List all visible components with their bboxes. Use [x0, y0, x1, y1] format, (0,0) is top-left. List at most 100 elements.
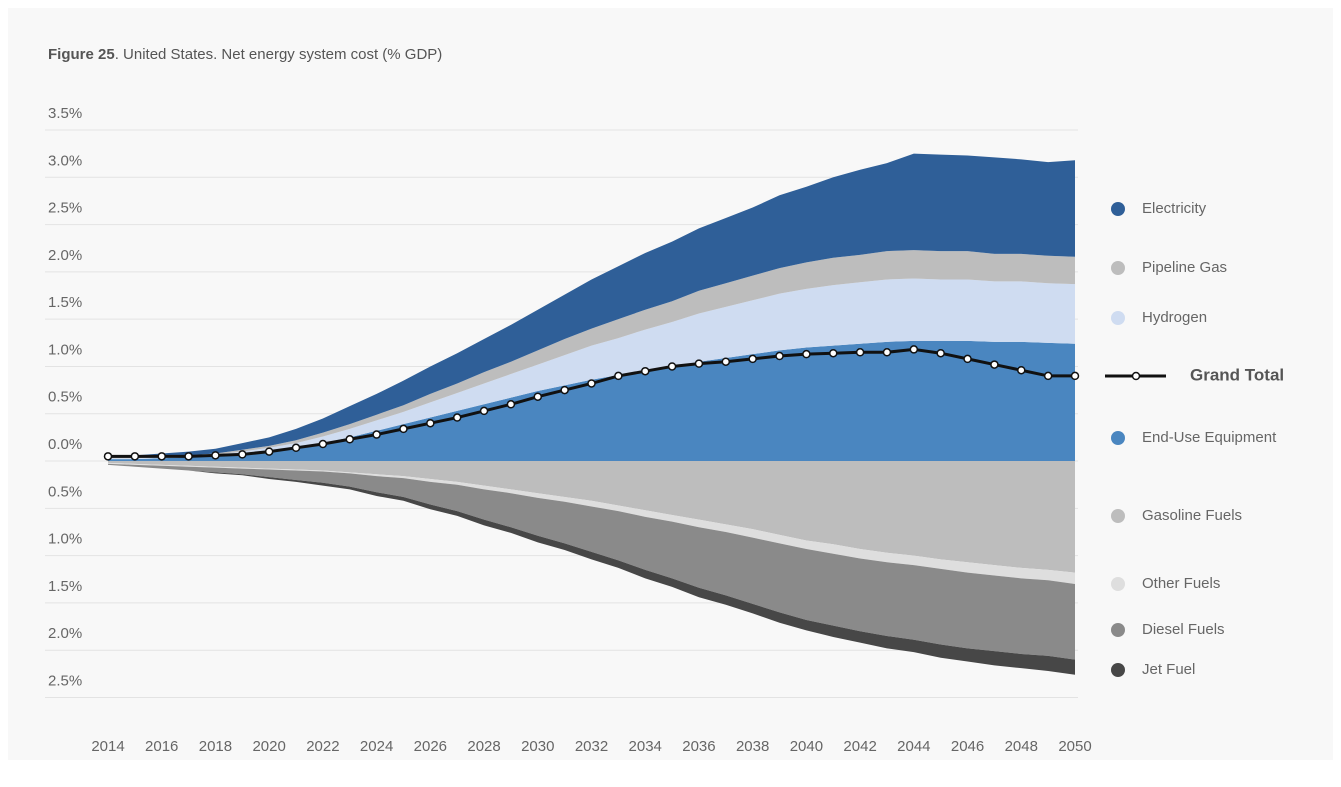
x-tick-label: 2026: [414, 738, 447, 755]
x-tick-label: 2032: [575, 738, 608, 755]
y-tick-label: 2.0%: [48, 247, 82, 264]
line-marker: [130, 452, 140, 461]
line-marker: [1043, 371, 1053, 381]
line-marker: [291, 443, 301, 453]
legend-item: Jet Fuel: [1111, 661, 1195, 678]
line-marker: [936, 348, 945, 358]
line-marker: [802, 349, 811, 359]
area: [108, 278, 1075, 460]
y-tick-label: 1.5%: [48, 578, 82, 595]
line-marker: [372, 430, 381, 439]
legend-label: End-Use Equipment: [1142, 429, 1277, 446]
y-tick-label: 2.0%: [48, 625, 82, 642]
line-marker: [640, 366, 650, 376]
figure-label: Figure 25: [48, 46, 115, 63]
legend-item: Diesel Fuels: [1111, 621, 1225, 638]
legend-swatch: [1111, 509, 1125, 523]
legend-label: Diesel Fuels: [1142, 621, 1225, 638]
legend-swatch: [1111, 202, 1125, 216]
line-marker: [264, 447, 274, 456]
x-tick-label: 2018: [199, 738, 232, 755]
y-tick-label: 2.5%: [48, 672, 82, 689]
x-tick-label: 2050: [1058, 738, 1091, 755]
line-marker: [103, 452, 113, 461]
legend-swatch: [1111, 261, 1125, 275]
legend-item: Grand Total: [1105, 365, 1284, 384]
legend-item: Electricity: [1111, 200, 1207, 217]
legend-item: Hydrogen: [1111, 309, 1207, 326]
line-marker: [990, 360, 999, 369]
legend-item: End-Use Equipment: [1111, 429, 1277, 446]
line-marker: [721, 357, 731, 366]
x-tick-label: 2030: [521, 738, 554, 755]
legend-label: Jet Fuel: [1142, 661, 1195, 678]
line-marker: [614, 371, 623, 381]
legend-item: Other Fuels: [1111, 575, 1220, 592]
y-tick-label: 2.5%: [48, 200, 82, 217]
line-marker: [1070, 371, 1080, 381]
legend-label: Hydrogen: [1142, 309, 1207, 326]
line-marker: [1017, 365, 1026, 375]
legend-label: Grand Total: [1190, 365, 1284, 384]
y-tick-label: 0.0%: [48, 436, 82, 453]
line-marker: [238, 450, 247, 459]
line-marker: [506, 400, 516, 409]
line-marker: [587, 379, 596, 388]
line-marker: [560, 385, 569, 395]
legend-swatch: [1111, 663, 1125, 677]
x-tick-label: 2048: [1005, 738, 1038, 755]
line-marker: [775, 351, 784, 361]
legend-item: Gasoline Fuels: [1111, 507, 1242, 524]
x-tick-label: 2022: [306, 738, 339, 755]
line-marker: [211, 451, 220, 460]
x-tick-label: 2040: [790, 738, 823, 755]
x-tick-label: 2034: [629, 738, 662, 755]
line-marker: [426, 418, 435, 428]
legend-swatch: [1111, 577, 1125, 591]
x-tick-label: 2014: [91, 738, 124, 755]
y-tick-label: 0.5%: [48, 483, 82, 500]
legend-label: Electricity: [1142, 200, 1207, 217]
area: [108, 250, 1075, 459]
x-tick-label: 2042: [843, 738, 876, 755]
y-tick-label: 3.0%: [48, 152, 82, 169]
x-tick-label: 2044: [897, 738, 930, 755]
area: [108, 340, 1075, 462]
chart-title: Figure 25. United States. Net energy sys…: [48, 46, 442, 63]
legend-swatch: [1111, 623, 1125, 637]
y-tick-label: 3.5%: [48, 105, 82, 122]
legend-label: Gasoline Fuels: [1142, 507, 1242, 524]
x-tick-label: 2020: [252, 738, 285, 755]
y-tick-label: 1.0%: [48, 341, 82, 358]
legend-swatch: [1111, 431, 1125, 445]
x-tick-label: 2038: [736, 738, 769, 755]
line-marker: [318, 439, 328, 449]
x-tick-label: 2046: [951, 738, 984, 755]
line-marker: [667, 362, 677, 371]
area: [108, 461, 1075, 573]
y-tick-label: 1.5%: [48, 294, 82, 311]
line-marker: [829, 348, 838, 358]
legend-label: Other Fuels: [1142, 575, 1220, 592]
y-tick-label: 1.0%: [48, 531, 82, 548]
line-marker: [452, 413, 462, 422]
line-marker: [184, 452, 193, 461]
line-marker: [882, 348, 892, 357]
area: [108, 463, 1075, 660]
title-text: . United States. Net energy system cost …: [115, 46, 443, 63]
line-marker: [855, 348, 865, 357]
line-marker: [694, 359, 704, 368]
x-tick-label: 2024: [360, 738, 393, 755]
line-marker: [909, 345, 919, 354]
legend-item: Pipeline Gas: [1111, 259, 1227, 276]
line-marker: [399, 424, 408, 434]
area: [108, 153, 1075, 458]
line-marker: [963, 354, 972, 364]
line-marker: [533, 392, 543, 401]
area: [108, 464, 1075, 675]
x-tick-label: 2036: [682, 738, 715, 755]
y-tick-label: 0.5%: [48, 389, 82, 406]
line-marker: [479, 406, 489, 416]
